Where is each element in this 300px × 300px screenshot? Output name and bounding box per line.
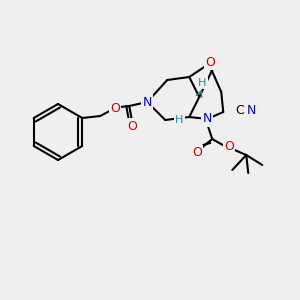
Text: N: N [142, 95, 152, 109]
Text: H: H [175, 115, 183, 125]
Text: O: O [224, 140, 234, 154]
Text: N: N [247, 104, 256, 118]
Text: O: O [110, 101, 120, 115]
Text: O: O [205, 56, 215, 68]
Text: H: H [198, 78, 206, 88]
Text: O: O [127, 119, 137, 133]
Text: C: C [235, 103, 244, 116]
Text: O: O [192, 146, 202, 160]
Text: N: N [202, 112, 212, 125]
